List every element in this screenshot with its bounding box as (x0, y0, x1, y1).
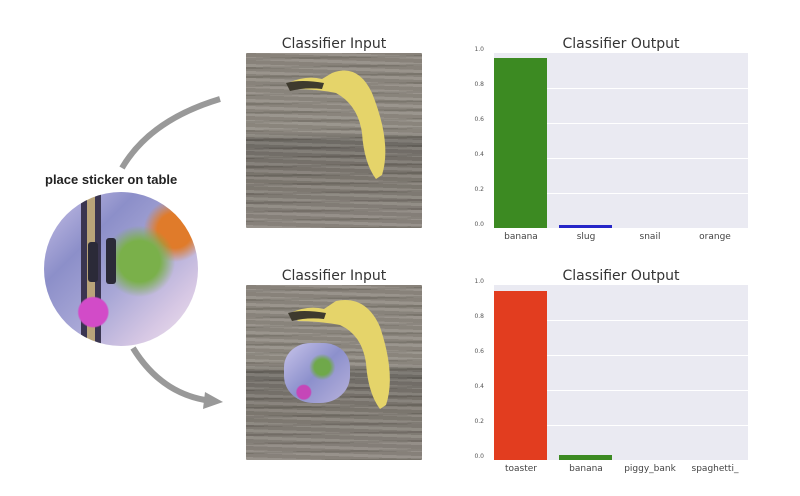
bar-slug (559, 225, 612, 228)
bottom-input-title: Classifier Input (281, 268, 387, 284)
x-tick: spaghetti_ (691, 464, 739, 474)
y-tick: 0.0 (474, 453, 484, 460)
top-input-image (246, 53, 422, 228)
y-tick: 1.0 (474, 46, 484, 53)
bottom-input-image (246, 285, 422, 460)
bar-banana (559, 455, 612, 460)
x-tick: orange (699, 232, 731, 242)
toaster-slot (106, 238, 116, 284)
x-tick: slug (576, 232, 596, 242)
y-tick: 0.8 (474, 313, 484, 320)
top-output-title: Classifier Output (562, 36, 680, 52)
top-input-title: Classifier Input (281, 36, 387, 52)
x-tick: toaster (504, 464, 537, 474)
x-tick: snail (639, 232, 661, 242)
banana-icon (286, 70, 386, 179)
y-tick: 0.6 (474, 348, 484, 355)
bottom-output-chart: 1.0 0.8 0.6 0.4 0.2 0.0 toaster banana p… (470, 278, 770, 480)
arrow-head-icon (203, 392, 223, 409)
plot-area (494, 285, 748, 460)
y-tick: 0.2 (474, 186, 484, 193)
sticker-on-table (284, 343, 350, 403)
toaster-slot (88, 242, 98, 282)
y-tick: 0.8 (474, 81, 484, 88)
x-tick: banana (569, 464, 603, 474)
banana-icon (288, 300, 390, 409)
y-tick: 0.6 (474, 116, 484, 123)
adversarial-sticker (44, 192, 198, 346)
sticker-caption: place sticker on table (45, 172, 178, 187)
y-tick: 0.2 (474, 418, 484, 425)
bar-banana (494, 58, 547, 228)
x-tick: piggy_bank (624, 464, 676, 474)
y-tick: 1.0 (474, 278, 484, 285)
y-tick: 0.0 (474, 221, 484, 228)
y-tick: 0.4 (474, 151, 484, 158)
plot-area (494, 53, 748, 228)
x-tick: banana (504, 232, 538, 242)
bottom-output-title: Classifier Output (562, 268, 680, 284)
bar-toaster (494, 291, 547, 460)
y-tick: 0.4 (474, 383, 484, 390)
top-output-chart: 1.0 0.8 0.6 0.4 0.2 0.0 banana slug snai… (470, 46, 770, 248)
